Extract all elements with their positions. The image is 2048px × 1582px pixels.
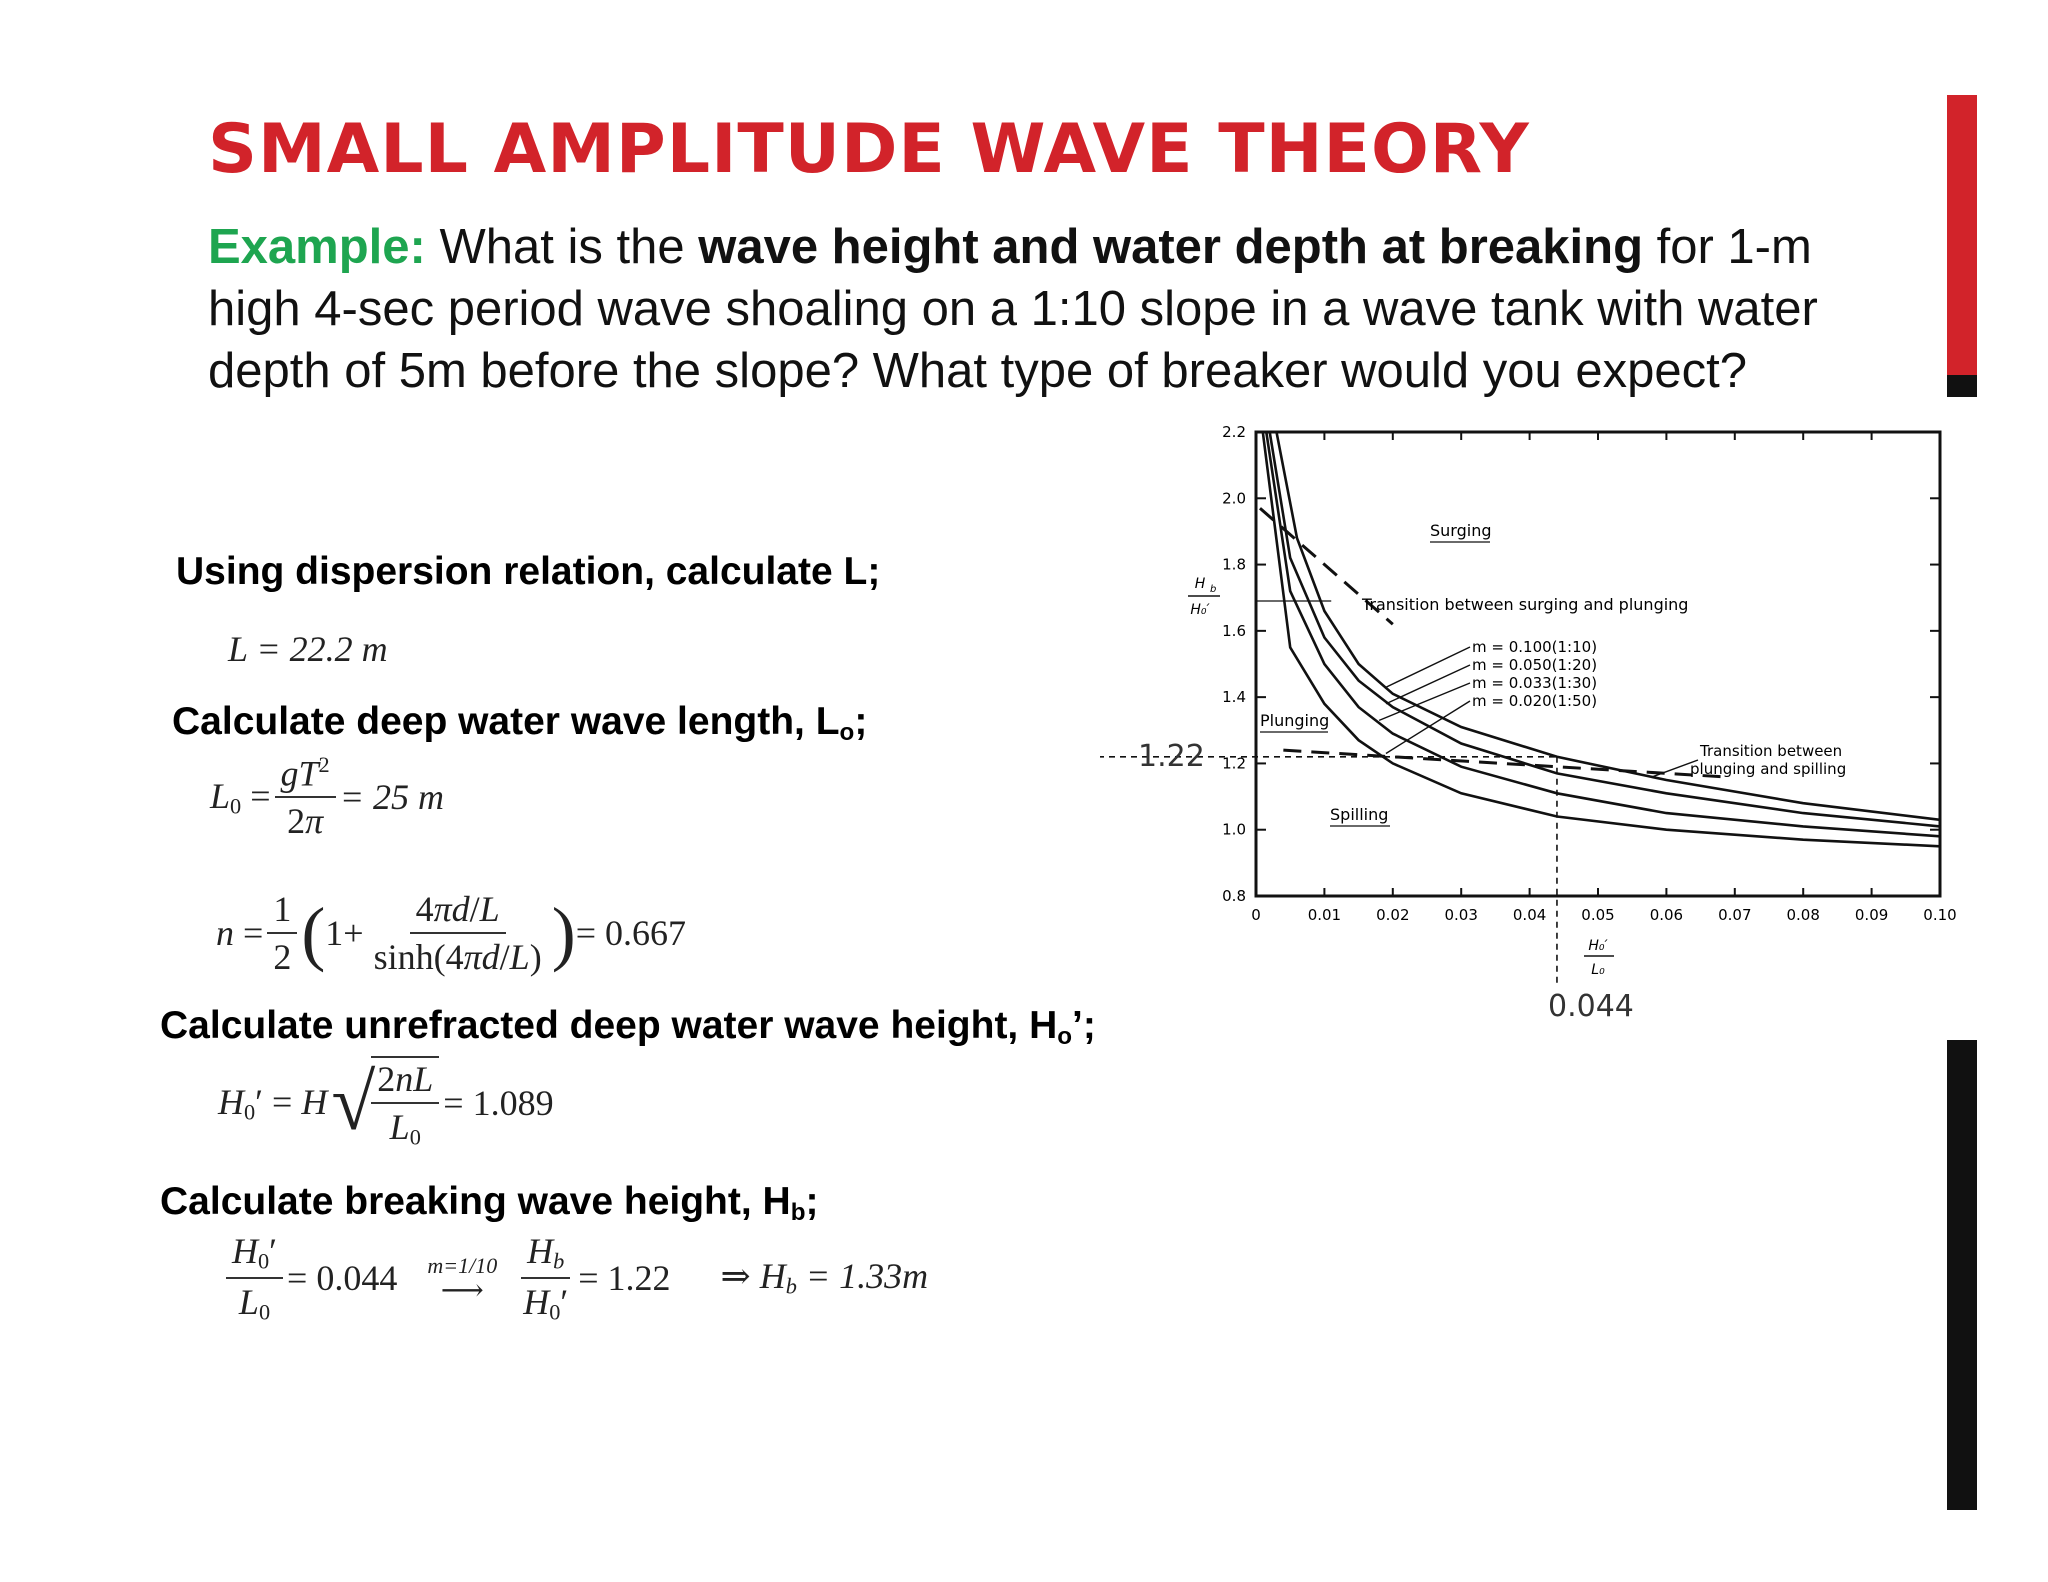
transition-surging-plunging: Transition between surging and plunging [1361, 595, 1688, 614]
y-axis: 0.8 1.0 1.2 1.4 1.6 1.8 2.0 2.2 [1222, 423, 1940, 905]
y-tick-label: 1.4 [1222, 688, 1246, 706]
equation-H0: H0′ = H √ 2nL L0 = 1.089 [218, 1056, 554, 1151]
x-axis-label-num: H₀′ [1588, 938, 1608, 954]
example-question: Example: What is the wave height and wat… [208, 216, 1848, 402]
equation-L: L = 22.2 m [228, 628, 388, 670]
x-tick-label: 0.07 [1718, 906, 1751, 924]
x-tick-label: 0.10 [1923, 906, 1956, 924]
step-dispersion: Using dispersion relation, calculate L; [176, 550, 881, 593]
x-tick-label: 0.09 [1855, 906, 1888, 924]
x-tick-label: 0.02 [1376, 906, 1409, 924]
page-title: SMALL AMPLITUDE WAVE THEORY [208, 110, 1530, 189]
step-breaking-height-text: Calculate breaking wave height, H [160, 1180, 791, 1223]
series-line-2 [1265, 431, 1941, 838]
legend-pointer [1385, 646, 1471, 688]
y-axis-label-num-sub: b [1210, 584, 1216, 595]
equation-hb-result-value: = 1.33m [805, 1256, 929, 1297]
example-label: Example: [208, 220, 426, 274]
question-bold: wave height and water depth at breaking [698, 220, 1644, 274]
legend-m-0050: m = 0.050(1:20) [1472, 656, 1597, 674]
transition-pointer [1652, 759, 1699, 778]
equation-ratio-value: = 0.044 [287, 1257, 398, 1298]
equation-L0: L0 = gT2 2π = 25 m [210, 752, 444, 842]
equation-n-value: = 0.667 [575, 913, 686, 953]
transition-dash-surging [1259, 507, 1394, 626]
chart-overlays [1100, 507, 1722, 986]
step-unrefracted-height: Calculate unrefracted deep water wave he… [160, 1004, 1096, 1051]
arrow-m: m=1/10 ⟶ [427, 1252, 498, 1307]
step-breaking-height-end: ; [805, 1180, 819, 1223]
breaker-chart: 0 0.01 0.02 0.03 0.04 0.05 0.06 0.07 0.08 0.09 0.1… [1100, 423, 1957, 1024]
x-axis: 0 0.01 0.02 0.03 0.04 0.05 0.06 0.07 0.08 0.09 0.1… [1251, 432, 1957, 924]
y-axis-label-num: H [1195, 576, 1206, 592]
x-axis-label-den: L₀ [1591, 962, 1605, 978]
x-tick-label: 0.06 [1650, 906, 1683, 924]
y-tick-label: 1.6 [1222, 622, 1246, 640]
y-tick-label: 2.0 [1222, 489, 1246, 507]
transition-plunging-spilling-2: plunging and spilling [1690, 760, 1846, 778]
legend-pointer [1385, 700, 1471, 755]
y-tick-label: 0.8 [1222, 887, 1246, 905]
equation-hb-ratio-value: = 1.22 [578, 1257, 671, 1298]
legend-pointer [1378, 682, 1471, 721]
annotation-x-mark: 0.044 [1548, 989, 1634, 1024]
legend-m-0033: m = 0.033(1:30) [1472, 674, 1597, 692]
x-tick-label: 0.08 [1786, 906, 1819, 924]
y-tick-label: 1.8 [1222, 556, 1246, 574]
question-text-1: What is the [425, 220, 699, 274]
step-breaking-height-sub: b [790, 1199, 806, 1227]
x-tick-label: 0.01 [1308, 906, 1341, 924]
transition-dash-spilling [1283, 748, 1722, 779]
equation-breaking: H0′ L0 = 0.044 m=1/10 ⟶ Hb H0′ = 1.22 ⇒ Hb… [222, 1230, 928, 1325]
annotation-y-mark: 1.22 [1138, 739, 1205, 774]
x-tick-label: 0 [1251, 906, 1261, 924]
step-unrefracted-height-text: Calculate unrefracted deep water wave he… [160, 1004, 1058, 1047]
accent-bar-black [1947, 1040, 1977, 1510]
equation-H0-value: = 1.089 [443, 1083, 554, 1124]
x-tick-label: 0.03 [1444, 906, 1477, 924]
region-surging: Surging [1430, 521, 1492, 540]
series-line-3 [1261, 431, 1941, 848]
accent-bar-red [1947, 95, 1977, 375]
step-unrefracted-height-sub: o [1057, 1023, 1073, 1051]
legend-m-0020: m = 0.020(1:50) [1472, 692, 1597, 710]
y-tick-label: 1.0 [1222, 821, 1246, 839]
arrow-label: m=1/10 [427, 1252, 498, 1278]
legend-pointer [1385, 664, 1471, 705]
y-tick-label: 2.2 [1222, 423, 1246, 441]
equation-L-text: L = 22.2 m [228, 629, 388, 669]
x-tick-label: 0.05 [1581, 906, 1614, 924]
equation-hb-result: ⇒ H [720, 1256, 786, 1297]
series-lines [1261, 431, 1941, 848]
step-unrefracted-height-end: ’; [1072, 1004, 1096, 1047]
accent-bar-black-small [1947, 375, 1977, 397]
question-text-2: for 1-m high 4-sec period wave shoaling … [208, 220, 1818, 398]
y-tick-label: 1.2 [1222, 754, 1246, 772]
region-spilling: Spilling [1330, 805, 1388, 824]
region-plunging: Plunging [1260, 711, 1329, 730]
step-deep-water-length-text: Calculate deep water wave length, L [172, 700, 840, 743]
y-axis-label-den: H₀′ [1190, 602, 1210, 618]
equation-L0-value: = 25 m [339, 777, 444, 818]
x-tick-label: 0.04 [1513, 906, 1546, 924]
step-deep-water-length-sub: o [839, 719, 855, 747]
step-deep-water-length-end: ; [854, 700, 868, 743]
legend-m-0100: m = 0.100(1:10) [1472, 638, 1597, 656]
series-line-0 [1275, 431, 1941, 822]
step-deep-water-length: Calculate deep water wave length, Lo; [172, 700, 867, 747]
step-breaking-height: Calculate breaking wave height, Hb; [160, 1180, 818, 1227]
transition-plunging-spilling-1: Transition between [1699, 742, 1842, 760]
series-line-1 [1268, 431, 1941, 828]
